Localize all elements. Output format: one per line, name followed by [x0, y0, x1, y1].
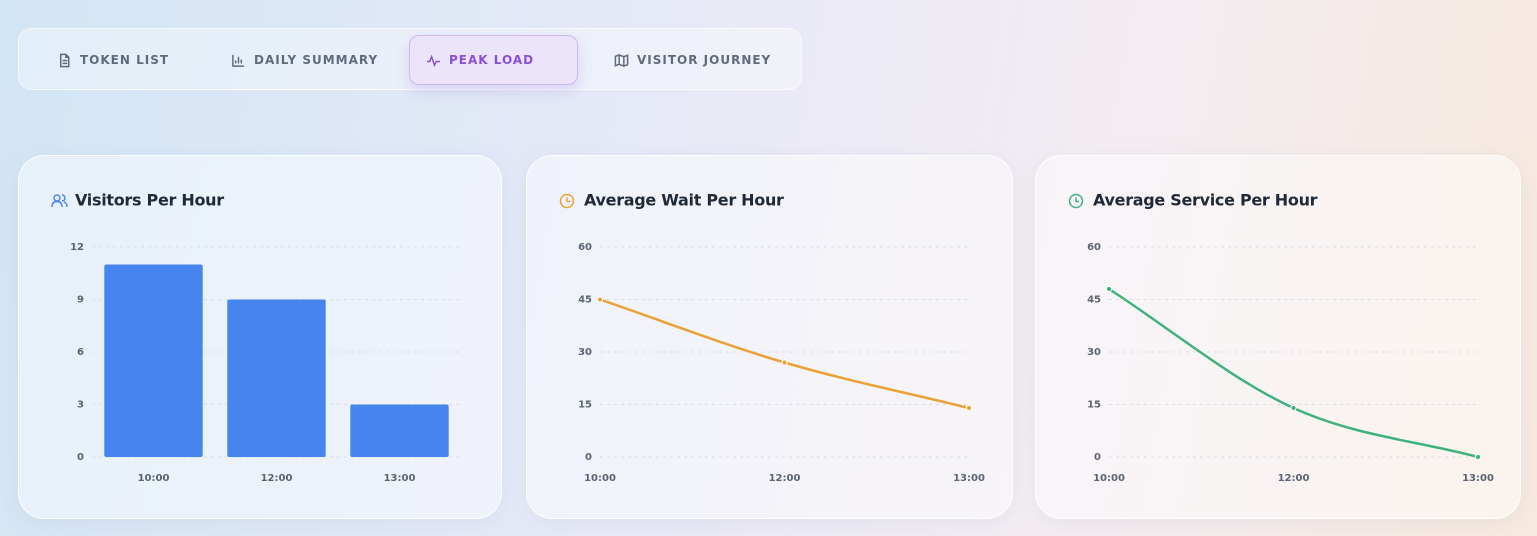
y-tick-label: 15 [578, 400, 592, 411]
y-tick-label: 45 [1087, 295, 1101, 306]
card-icon [51, 194, 68, 208]
tab-label: VISITOR JOURNEY [637, 53, 772, 67]
x-tick-label: 12:00 [1278, 473, 1310, 484]
line [599, 298, 970, 410]
y-tick-label: 45 [578, 295, 592, 306]
point [596, 296, 604, 303]
bar [227, 299, 326, 457]
bar [104, 264, 203, 457]
y-tick-label: 15 [1087, 400, 1101, 411]
tab-label: TOKEN LIST [80, 53, 170, 67]
y-tick-label: 3 [77, 400, 84, 411]
card-icon [559, 193, 575, 209]
x-tick-label: 10:00 [584, 473, 616, 484]
tab-bar: TOKEN LIST DAILY SUMMARY PEAK LOAD VISIT… [18, 28, 802, 90]
tab[interactable]: TOKEN LIST [41, 35, 185, 85]
x-tick-label: 12:00 [261, 473, 293, 484]
point [781, 359, 788, 366]
card-icon [1068, 193, 1084, 209]
x-tick-label: 13:00 [384, 473, 416, 484]
point [1290, 404, 1297, 412]
bar [350, 404, 449, 457]
x-tick-label: 13:00 [1462, 473, 1494, 484]
chart: Average Wait Per Hour 0 15 30 45 60 10:00 12:0… [559, 191, 985, 484]
x-tick-label: 10:00 [138, 473, 170, 484]
y-tick-label: 9 [77, 295, 84, 306]
chart-card: Average Service Per Hour 0 15 30 45 60 10:00 1… [1035, 155, 1521, 519]
tab-label: PEAK LOAD [449, 53, 535, 67]
x-tick-label: 12:00 [769, 473, 801, 484]
point [1474, 453, 1482, 461]
tab-icon [60, 53, 70, 67]
x-tick-label: 10:00 [1093, 473, 1125, 484]
tab-label: DAILY SUMMARY [254, 53, 379, 67]
y-tick-label: 6 [77, 347, 84, 358]
y-tick-label: 60 [578, 242, 592, 253]
tab[interactable]: PEAK LOAD [409, 35, 578, 85]
chart: Average Service Per Hour 0 15 30 45 60 10:00 1… [1068, 191, 1494, 484]
chart-title: Average Service Per Hour [1093, 191, 1318, 210]
tab[interactable]: DAILY SUMMARY [215, 35, 394, 85]
chart-title: Visitors Per Hour [75, 191, 224, 210]
y-tick-label: 0 [1094, 452, 1101, 463]
chart-title: Average Wait Per Hour [584, 191, 784, 210]
point [965, 404, 973, 412]
y-tick-label: 0 [77, 452, 84, 463]
y-tick-label: 30 [578, 347, 592, 358]
chart: Visitors Per Hour 0 3 6 9 12 10:00 12:00 13:00 [51, 191, 461, 484]
y-tick-label: 0 [585, 452, 592, 463]
tab-icon [232, 54, 245, 67]
chart-card: Average Wait Per Hour 0 15 30 45 60 10:00 12:0… [526, 155, 1013, 519]
tab[interactable]: VISITOR JOURNEY [598, 35, 787, 85]
tab-icon [426, 54, 441, 67]
line [1108, 287, 1479, 459]
tab-icon [614, 53, 629, 67]
y-tick-label: 30 [1087, 347, 1101, 358]
chart-card: Visitors Per Hour 0 3 6 9 12 10:00 12:00 13:00 [18, 155, 502, 519]
y-tick-label: 60 [1087, 242, 1101, 253]
x-tick-label: 13:00 [953, 473, 985, 484]
point [1105, 285, 1113, 293]
y-tick-label: 12 [70, 242, 84, 253]
